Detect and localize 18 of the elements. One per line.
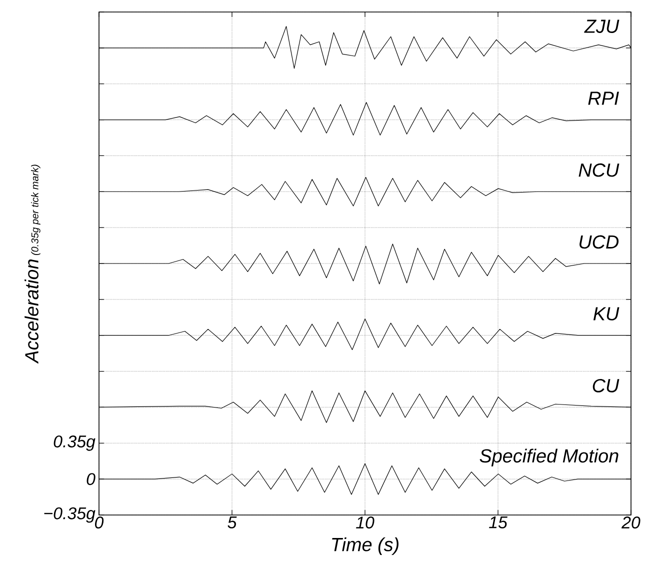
x-tick-label: 20 bbox=[621, 516, 640, 529]
x-tick-label: 5 bbox=[228, 516, 237, 528]
legend-label: ZJU bbox=[584, 20, 620, 33]
legend-label: NCU bbox=[578, 163, 620, 177]
y-tick-label: −0.35g bbox=[44, 507, 96, 523]
x-tick-label: 0 bbox=[95, 516, 104, 529]
x-tick-label: 10 bbox=[356, 516, 374, 529]
legend-label: UCD bbox=[580, 235, 619, 249]
text: (0.35g per tick mark) bbox=[31, 164, 40, 256]
legend-label: Specified Motion bbox=[480, 448, 618, 466]
y-axis-title: Acceleration bbox=[24, 260, 38, 364]
x-tick-label: 15 bbox=[489, 516, 508, 528]
legend-label: RPI bbox=[588, 92, 619, 105]
legend-label: KU bbox=[593, 307, 620, 320]
y-tick-label: 0.35g bbox=[54, 435, 96, 451]
x-axis-title: Time (s) bbox=[332, 537, 398, 555]
y-tick-label: 0 bbox=[86, 473, 96, 486]
legend-label: CU bbox=[592, 378, 620, 392]
